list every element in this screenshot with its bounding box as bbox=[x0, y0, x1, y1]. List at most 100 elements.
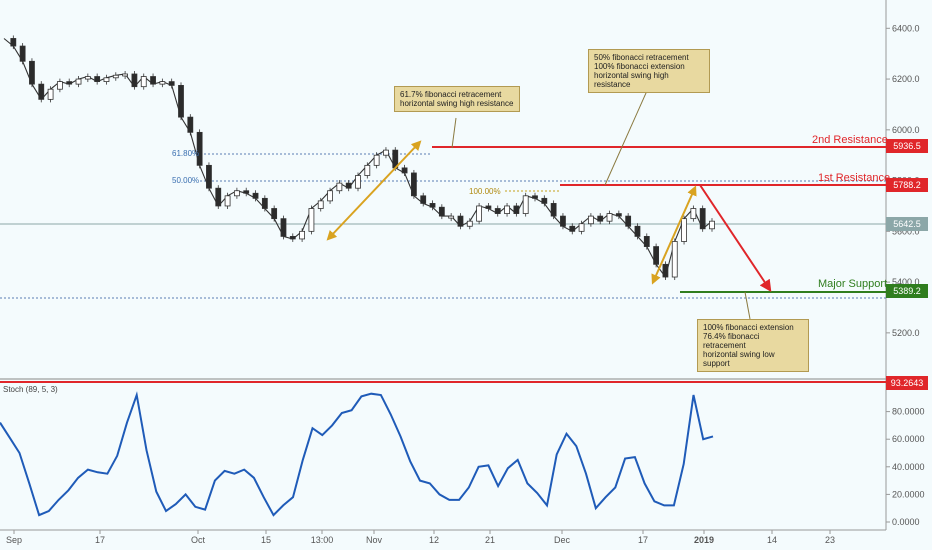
candle-body bbox=[66, 81, 73, 85]
stoch-tick-label: 20.0000 bbox=[892, 489, 925, 499]
candle-body bbox=[103, 77, 110, 83]
candle-body bbox=[587, 215, 594, 225]
time-tick-label: 23 bbox=[825, 535, 835, 545]
fib-618-note: 61.7% fibonacci retracement horizontal s… bbox=[394, 86, 520, 112]
candle-body bbox=[625, 215, 632, 227]
time-tick-label: 17 bbox=[638, 535, 648, 545]
stoch-tick-label: 40.0000 bbox=[892, 462, 925, 472]
candle-body bbox=[643, 236, 650, 247]
candle-body bbox=[243, 190, 250, 194]
candle-body bbox=[280, 218, 287, 237]
candle-body bbox=[355, 175, 361, 189]
swing-arrow-1 bbox=[326, 140, 422, 241]
second-resistance-tag: 5936.5 bbox=[886, 139, 928, 153]
stoch-label: Stoch (89, 5, 3) bbox=[3, 385, 58, 394]
time-tick-label: Dec bbox=[554, 535, 571, 545]
candle-body bbox=[299, 230, 306, 240]
first-resistance-label: 1st Resistance bbox=[818, 172, 891, 184]
candle-body bbox=[38, 83, 45, 100]
time-tick-label: 13:00 bbox=[311, 535, 334, 545]
candle-body bbox=[168, 81, 175, 86]
fib-50-label: 50.00% bbox=[172, 176, 200, 185]
price-tick-label: 5600.0 bbox=[892, 226, 920, 236]
candle-body bbox=[233, 190, 240, 197]
candle-body bbox=[29, 60, 35, 85]
candle-body bbox=[709, 220, 715, 230]
stoch-tick-label: 80.0000 bbox=[892, 407, 925, 417]
candle-body bbox=[597, 215, 604, 222]
time-tick-label: Sep bbox=[6, 535, 22, 545]
time-tick-label: 14 bbox=[767, 535, 777, 545]
candle-body bbox=[75, 78, 82, 85]
candle-body bbox=[606, 213, 613, 222]
time-tick-label: 12 bbox=[429, 535, 439, 545]
candle-body bbox=[578, 223, 585, 232]
candle-body bbox=[383, 149, 389, 156]
candle-body bbox=[122, 73, 129, 77]
last-price-tag: 5642.5 bbox=[886, 217, 928, 231]
stoch-tick-label: 60.0000 bbox=[892, 434, 925, 444]
major-support-tag: 5389.2 bbox=[886, 284, 928, 298]
candle-body bbox=[196, 131, 203, 166]
support-pointer bbox=[744, 291, 751, 320]
second-resistance-label: 2nd Resistance bbox=[812, 134, 888, 146]
major-support-label: Major Support bbox=[818, 278, 888, 290]
candle-body bbox=[159, 81, 166, 85]
candle-body bbox=[550, 203, 557, 217]
candle-body bbox=[84, 76, 91, 80]
candle-body bbox=[615, 213, 622, 217]
candle-body bbox=[410, 172, 417, 197]
candle-body bbox=[364, 164, 371, 176]
stoch-line bbox=[0, 391, 714, 517]
candle-body bbox=[438, 206, 445, 217]
candle-body bbox=[317, 200, 324, 209]
candle-body bbox=[187, 116, 194, 133]
support-note: 100% fibonacci extension 76.4% fibonacci… bbox=[697, 319, 809, 372]
candle-body bbox=[671, 241, 678, 278]
candle-body bbox=[252, 192, 259, 199]
first-resistance-tag: 5788.2 bbox=[886, 178, 928, 192]
candle-body bbox=[150, 76, 156, 85]
candle-body bbox=[345, 182, 352, 189]
candle-body bbox=[94, 76, 101, 83]
candle-body bbox=[485, 205, 492, 209]
candle-body bbox=[373, 154, 380, 166]
candle-body bbox=[494, 208, 501, 214]
candle-body bbox=[699, 208, 706, 230]
price-tick-label: 5400.0 bbox=[892, 277, 920, 287]
stoch-overbought-tag: 93.2643 bbox=[886, 376, 928, 390]
candle-body bbox=[131, 73, 138, 88]
candle-body bbox=[569, 225, 576, 232]
candle-body bbox=[690, 208, 697, 220]
candle-body bbox=[457, 215, 464, 227]
time-tick-label: 17 bbox=[95, 535, 105, 545]
candle-body bbox=[215, 187, 222, 207]
candle-body bbox=[681, 218, 687, 242]
time-tick-label: Nov bbox=[366, 535, 383, 545]
candle-body bbox=[261, 197, 268, 209]
candle-body bbox=[289, 236, 296, 240]
candle-body bbox=[513, 205, 520, 214]
candle-body bbox=[401, 167, 408, 174]
candle-body bbox=[476, 205, 483, 222]
swing-arrow-2 bbox=[651, 185, 697, 285]
candle-body bbox=[541, 197, 548, 204]
fib-50-note: 50% fibonacci retracement 100% fibonacci… bbox=[588, 49, 710, 93]
time-tick-label: 2019 bbox=[694, 535, 714, 545]
candle-body bbox=[10, 38, 17, 47]
price-tick-label: 5200.0 bbox=[892, 328, 920, 338]
time-tick-label: 15 bbox=[261, 535, 271, 545]
candle-body bbox=[140, 76, 147, 88]
price-tick-label: 6000.0 bbox=[892, 125, 920, 135]
candle-body bbox=[224, 195, 231, 207]
fib-618-pointer bbox=[451, 117, 457, 149]
candle-body bbox=[112, 74, 119, 79]
candle-body bbox=[56, 81, 63, 90]
candle-body bbox=[429, 203, 436, 208]
price-tick-label: 6200.0 bbox=[892, 74, 920, 84]
candle-body bbox=[420, 195, 427, 204]
stoch-tick-label: 0.0000 bbox=[892, 517, 920, 527]
time-tick-label: Oct bbox=[191, 535, 206, 545]
